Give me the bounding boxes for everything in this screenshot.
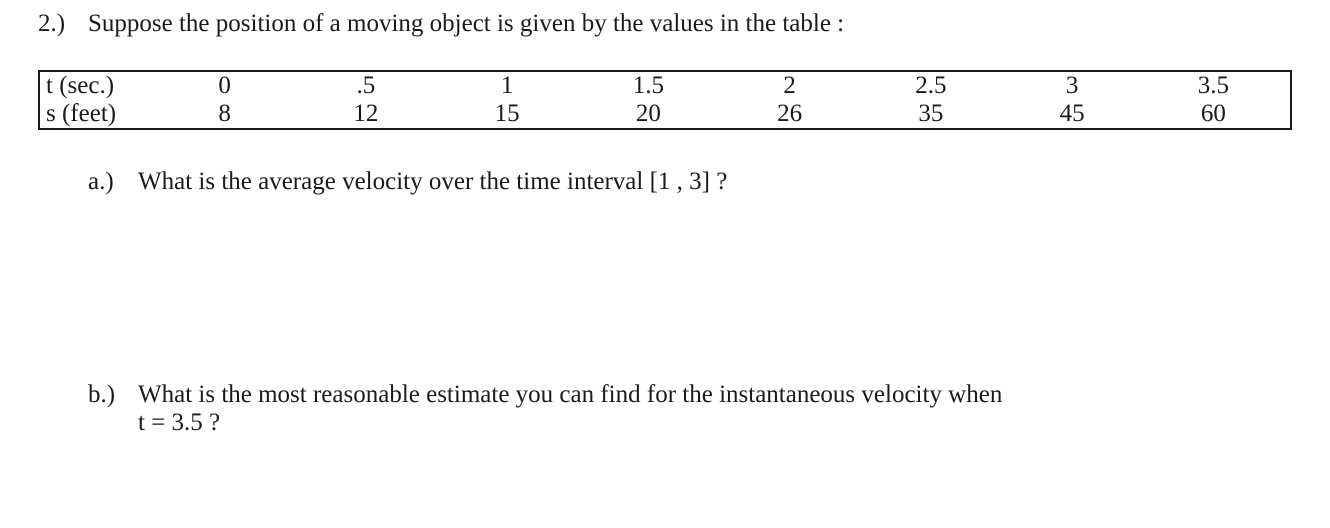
table-cell: 35 — [860, 100, 1001, 128]
row-header-s: s (feet) — [46, 100, 154, 128]
part-b-line2: t = 3.5 ? — [138, 409, 1292, 437]
workspace-gap — [38, 196, 1292, 381]
table-cell: 1.5 — [578, 72, 719, 100]
table-cell: 45 — [1002, 100, 1143, 128]
question-number: 2.) — [38, 10, 88, 38]
table-cell: 20 — [578, 100, 719, 128]
table-cell: 26 — [719, 100, 860, 128]
table-row: s (feet) 8 12 15 20 26 35 45 60 — [40, 100, 1290, 128]
table-cell: 3 — [1002, 72, 1143, 100]
data-table: t (sec.) 0 .5 1 1.5 2 2.5 3 3.5 s (feet)… — [38, 70, 1292, 130]
table-cell: 3.5 — [1143, 72, 1284, 100]
table-cell: .5 — [295, 72, 436, 100]
table-cell: 12 — [295, 100, 436, 128]
page-root: 2.) Suppose the position of a moving obj… — [0, 0, 1330, 437]
part-b: b.) What is the most reasonable estimate… — [88, 381, 1292, 409]
table-cell: 60 — [1143, 100, 1284, 128]
table-cell: 0 — [154, 72, 295, 100]
part-a-text: What is the average velocity over the ti… — [138, 168, 727, 196]
part-a: a.) What is the average velocity over th… — [88, 168, 1292, 196]
table-cell: 1 — [437, 72, 578, 100]
table-cell: 2 — [719, 72, 860, 100]
row-header-t: t (sec.) — [46, 72, 154, 100]
part-a-label: a.) — [88, 168, 138, 196]
part-b-label: b.) — [88, 381, 138, 409]
table-row: t (sec.) 0 .5 1 1.5 2 2.5 3 3.5 — [40, 72, 1290, 100]
part-b-line1: What is the most reasonable estimate you… — [138, 381, 1002, 409]
table-cell: 15 — [437, 100, 578, 128]
question-prompt: Suppose the position of a moving object … — [88, 10, 844, 38]
table-cell: 8 — [154, 100, 295, 128]
question-line: 2.) Suppose the position of a moving obj… — [38, 10, 1292, 38]
table-cell: 2.5 — [860, 72, 1001, 100]
